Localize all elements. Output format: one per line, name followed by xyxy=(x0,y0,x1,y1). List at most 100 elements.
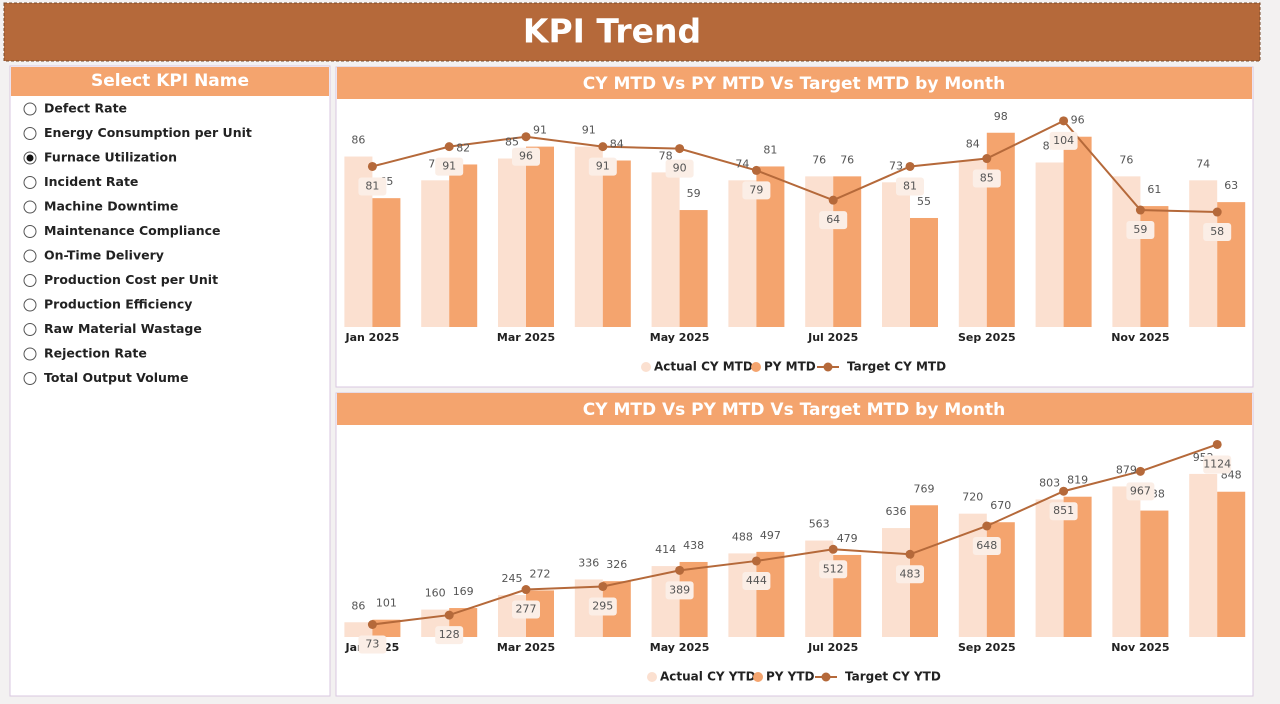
data-label: 55 xyxy=(917,195,931,208)
radio-button[interactable] xyxy=(23,200,37,214)
radio-button[interactable] xyxy=(23,347,37,361)
legend-label[interactable]: Actual CY YTD xyxy=(660,670,756,684)
data-label: 648 xyxy=(976,539,997,552)
radio-button[interactable] xyxy=(23,176,37,189)
x-tick-label: Jul 2025 xyxy=(807,641,858,654)
bar xyxy=(1189,180,1218,327)
data-label: 81 xyxy=(365,179,379,192)
data-label: 879 xyxy=(1116,463,1137,476)
bar xyxy=(1189,473,1218,637)
chart-panel xyxy=(335,66,1254,388)
data-label-box xyxy=(896,565,924,584)
slicer-option[interactable]: Maintenance Compliance xyxy=(44,223,221,238)
slicer-option[interactable]: Production Efficiency xyxy=(44,297,192,312)
x-tick-label: Jan 2025 xyxy=(345,331,400,344)
data-label: 81 xyxy=(763,143,777,156)
data-label-box xyxy=(819,211,848,230)
legend-label[interactable]: PY YTD xyxy=(766,670,815,684)
data-label-box xyxy=(665,581,694,600)
x-tick-label: Jul 2025 xyxy=(807,331,858,344)
radio-button[interactable] xyxy=(23,102,37,116)
chart-panel xyxy=(335,392,1254,697)
data-label: 78 xyxy=(659,149,673,162)
data-label: 101 xyxy=(376,597,397,610)
data-label-box xyxy=(972,169,1001,188)
x-tick-label: Sep 2025 xyxy=(958,641,1016,654)
legend-label[interactable]: Actual CY MTD xyxy=(654,360,753,374)
data-label: 91 xyxy=(596,160,610,173)
radio-button[interactable] xyxy=(23,127,37,140)
radio-button[interactable] xyxy=(23,372,37,385)
radio-button[interactable] xyxy=(23,298,37,312)
data-label-box xyxy=(819,560,848,579)
radio-button[interactable] xyxy=(23,249,37,263)
radio-button[interactable] xyxy=(23,274,37,287)
slicer-option[interactable]: Raw Material Wastage xyxy=(44,321,202,336)
data-label: 277 xyxy=(516,603,537,616)
data-label: 91 xyxy=(442,160,456,173)
target-marker xyxy=(444,610,454,620)
radio-button[interactable] xyxy=(23,323,37,336)
data-label: 58 xyxy=(1210,225,1224,238)
bar xyxy=(498,158,526,327)
target-line xyxy=(372,443,1218,626)
data-label: 74 xyxy=(1196,157,1210,170)
data-label-box xyxy=(512,147,540,166)
data-label: 86 xyxy=(351,599,365,612)
data-label: 636 xyxy=(886,505,907,518)
radio-button[interactable] xyxy=(23,225,37,238)
data-label: 169 xyxy=(453,585,474,598)
data-label: 91 xyxy=(533,124,547,137)
data-label: 84 xyxy=(610,138,624,151)
target-marker xyxy=(367,619,377,629)
bar xyxy=(1217,491,1246,637)
legend-marker xyxy=(753,672,763,682)
data-label: 438 xyxy=(683,539,704,552)
target-marker xyxy=(1135,466,1145,476)
slicer-option[interactable]: On-Time Delivery xyxy=(44,248,164,263)
target-marker xyxy=(1135,205,1145,215)
slicer-option[interactable]: Total Output Volume xyxy=(44,370,188,385)
bar xyxy=(679,561,708,637)
legend-label[interactable]: Target CY YTD xyxy=(845,670,941,684)
data-label: 851 xyxy=(1053,504,1074,517)
bar xyxy=(1063,136,1092,327)
slicer-option[interactable]: Production Cost per Unit xyxy=(44,272,218,287)
bar xyxy=(882,182,910,327)
slicer-option[interactable]: Furnace Utilization xyxy=(44,150,177,165)
data-label: 82 xyxy=(456,141,470,154)
legend-marker xyxy=(751,362,761,372)
target-marker xyxy=(521,585,531,595)
bar xyxy=(526,146,554,327)
data-label: 81 xyxy=(903,179,917,192)
slicer-options: Defect Rate Energy Consumption per Unit Fu… xyxy=(23,101,252,385)
data-label: 488 xyxy=(732,530,753,543)
target-marker xyxy=(521,132,531,142)
bar xyxy=(958,160,987,327)
x-tick-label: Mar 2025 xyxy=(497,331,555,344)
legend-marker xyxy=(647,672,657,682)
data-label-box xyxy=(1126,221,1155,240)
data-label: 483 xyxy=(900,567,921,580)
data-label-box xyxy=(742,571,771,590)
slicer-option[interactable]: Rejection Rate xyxy=(44,346,147,361)
data-label: 444 xyxy=(746,574,767,587)
legend-label[interactable]: PY MTD xyxy=(764,360,816,374)
bar xyxy=(805,176,834,327)
data-label-box xyxy=(665,159,694,178)
slicer-title: Select KPI Name xyxy=(91,71,249,91)
data-label: 389 xyxy=(669,583,690,596)
bar xyxy=(910,217,938,327)
data-label: 769 xyxy=(914,482,935,495)
bar xyxy=(421,180,450,327)
data-label-box xyxy=(1049,131,1078,150)
slicer-option[interactable]: Defect Rate xyxy=(44,101,127,116)
data-label-box xyxy=(1126,482,1155,501)
slicer-option[interactable]: Machine Downtime xyxy=(44,199,178,214)
slicer-option[interactable]: Energy Consumption per Unit xyxy=(44,125,252,140)
data-label: 803 xyxy=(1039,476,1060,489)
bar xyxy=(1112,176,1141,327)
slicer-option[interactable]: Incident Rate xyxy=(44,174,138,189)
legend-label[interactable]: Target CY MTD xyxy=(847,360,946,374)
data-label-box xyxy=(358,635,387,654)
